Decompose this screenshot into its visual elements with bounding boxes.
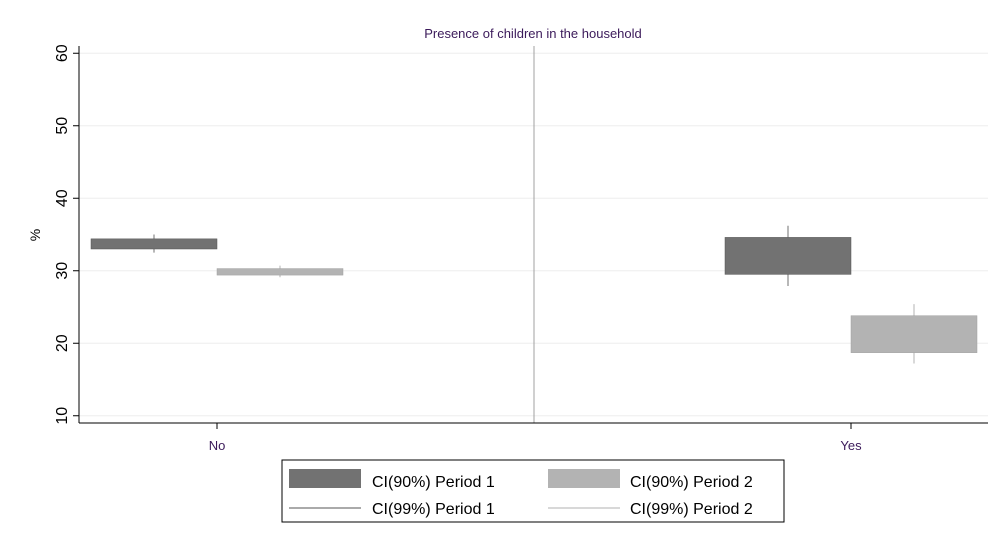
ci90-box-period2-no <box>216 268 344 276</box>
y-tick-label-60: 60 <box>54 44 71 62</box>
legend-swatch-1 <box>289 469 361 488</box>
legend-label-2: CI(90%) Period 2 <box>630 474 753 491</box>
ci90-box-period2-yes <box>850 315 978 353</box>
y-tick-label-50: 50 <box>54 117 71 135</box>
legend-swatch-2 <box>548 469 620 488</box>
legend-label-4: CI(99%) Period 2 <box>630 501 753 518</box>
ci90-box-period1-yes <box>724 237 852 275</box>
y-tick-label-30: 30 <box>54 262 71 280</box>
legend-label-1: CI(90%) Period 1 <box>372 474 495 491</box>
chart-title: Presence of children in the household <box>424 26 642 41</box>
x-tick-label-no: No <box>209 438 226 453</box>
y-tick-label-20: 20 <box>54 334 71 352</box>
ci90-box-period1-no <box>90 238 218 250</box>
marks-layer <box>90 225 978 364</box>
y-tick-label-40: 40 <box>54 189 71 207</box>
legend-frame <box>281 459 785 523</box>
legend: CI(90%) Period 1 CI(90%) Period 2 CI(99%) … <box>281 459 785 523</box>
x-tick-label-yes: Yes <box>840 438 862 453</box>
axis-layer: 10 20 30 40 50 60 No Yes <box>54 44 988 453</box>
y-axis-label: % <box>27 229 43 241</box>
legend-label-3: CI(99%) Period 1 <box>372 501 495 518</box>
y-tick-label-10: 10 <box>54 407 71 425</box>
